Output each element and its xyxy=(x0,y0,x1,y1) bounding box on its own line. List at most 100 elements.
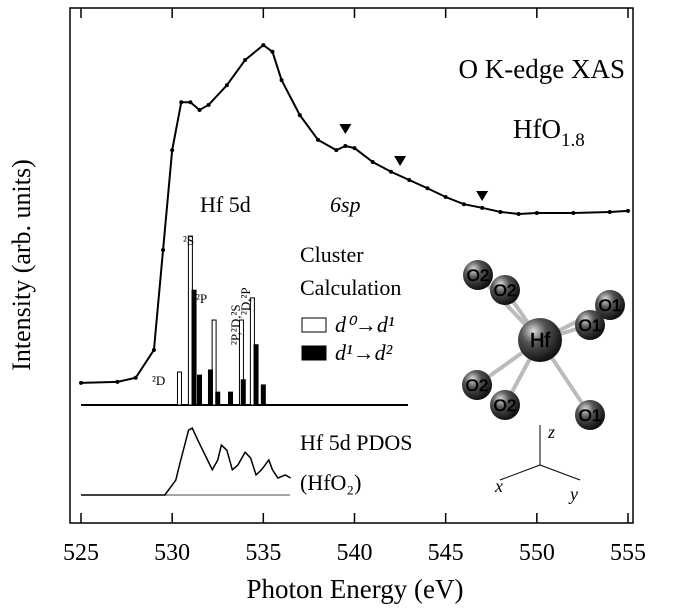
x-tick-label: 550 xyxy=(519,540,555,566)
pdos-curve xyxy=(81,426,292,496)
xas-point xyxy=(197,107,202,112)
xas-point xyxy=(206,102,211,107)
legend-swatch xyxy=(301,317,327,333)
xas-point xyxy=(407,178,412,183)
axes-icon xyxy=(499,425,581,481)
atom xyxy=(462,370,492,400)
atom-label: O2 xyxy=(467,266,490,285)
axis-z: z xyxy=(547,422,555,442)
atom xyxy=(490,390,520,420)
legend-swatch xyxy=(301,345,327,361)
cluster-stick xyxy=(240,379,246,406)
marker-triangle xyxy=(476,191,489,202)
atom xyxy=(595,290,625,320)
cluster-stick xyxy=(211,319,217,406)
peak-label: ²P xyxy=(196,291,207,306)
atom-label: O1 xyxy=(579,316,602,335)
hf5d-label: Hf 5d xyxy=(200,192,251,217)
atom xyxy=(518,318,562,362)
cluster-title: Cluster xyxy=(300,242,364,267)
xas-point xyxy=(297,113,302,118)
y-axis xyxy=(539,464,581,481)
xas-point xyxy=(498,209,503,214)
axis-x: x xyxy=(494,476,503,496)
cluster-stick xyxy=(176,371,182,406)
legend-label: d¹→d² xyxy=(335,340,393,365)
x-axis xyxy=(499,464,541,481)
atom xyxy=(463,260,493,290)
x-tick-label: 540 xyxy=(337,540,373,566)
sp-label: 6sp xyxy=(330,192,361,217)
cluster-stick xyxy=(215,391,221,406)
atom-label: Hf xyxy=(530,330,550,352)
xas-point xyxy=(480,205,485,210)
atom-label: O2 xyxy=(494,281,517,300)
title: O K-edge XAS xyxy=(459,54,625,84)
sample-main: HfO xyxy=(513,114,561,144)
xas-point xyxy=(179,100,184,105)
xas-point xyxy=(352,146,357,151)
x-tick-label: 525 xyxy=(63,540,99,566)
atom xyxy=(575,400,605,430)
peak-label: ²D xyxy=(152,373,165,388)
xas-point xyxy=(607,209,612,214)
xas-point xyxy=(133,375,138,380)
xas-point xyxy=(224,83,229,88)
atom xyxy=(575,310,605,340)
atom-label: O2 xyxy=(494,396,517,415)
cluster-stick xyxy=(197,374,203,406)
x-tick-label: 545 xyxy=(428,540,464,566)
x-tick-label: 555 xyxy=(610,540,646,566)
xas-point xyxy=(161,248,166,253)
cluster-stick xyxy=(253,344,259,406)
xas-point xyxy=(79,380,83,385)
cluster-stick xyxy=(260,384,266,406)
peak-label: ²S xyxy=(183,233,194,248)
xas-point xyxy=(343,144,348,149)
xas-point xyxy=(151,347,156,352)
xas-point xyxy=(243,58,248,63)
xas-point xyxy=(534,210,539,215)
legend-label: d⁰→d¹ xyxy=(335,312,394,337)
peak-label: ²P,²D,²S xyxy=(228,304,243,345)
xas-point xyxy=(370,159,375,164)
xas-point xyxy=(571,210,576,215)
xas-point xyxy=(461,202,466,207)
marker-triangle xyxy=(339,124,352,135)
xas-point xyxy=(188,100,193,105)
cluster-stick xyxy=(228,391,234,406)
pdos-label: (HfO₂) xyxy=(300,470,361,495)
xas-point xyxy=(425,186,430,191)
atom-label: O2 xyxy=(466,376,489,395)
atom xyxy=(490,275,520,305)
pdos-label: Hf 5d PDOS xyxy=(300,430,412,455)
xas-point xyxy=(316,137,321,142)
cluster-stick xyxy=(191,289,197,406)
x-tick-label: 535 xyxy=(245,540,281,566)
sample: HfO1.8 xyxy=(513,114,585,151)
xas-point xyxy=(115,379,120,384)
atom-label: O1 xyxy=(599,296,622,315)
y-axis-label: Intensity (arb. units) xyxy=(7,159,36,371)
xas-point xyxy=(388,169,393,174)
cluster-title: Calculation xyxy=(300,275,401,300)
axis-y: y xyxy=(568,484,578,504)
marker-triangle xyxy=(394,155,407,166)
peak-label: ²D,²P xyxy=(238,287,253,315)
xas-point xyxy=(516,212,521,216)
atom-label: O1 xyxy=(579,406,602,425)
xas-point xyxy=(626,208,630,213)
cluster-stick xyxy=(207,369,213,406)
xas-point xyxy=(279,78,284,83)
plot-frame xyxy=(69,7,634,524)
sample-sub: 1.8 xyxy=(561,130,585,151)
xas-point xyxy=(270,49,275,54)
x-axis-label: Photon Energy (eV) xyxy=(247,574,464,604)
xas-point xyxy=(261,43,266,48)
x-tick-label: 530 xyxy=(154,540,190,566)
xas-point xyxy=(443,195,448,200)
xas-point xyxy=(170,148,175,153)
